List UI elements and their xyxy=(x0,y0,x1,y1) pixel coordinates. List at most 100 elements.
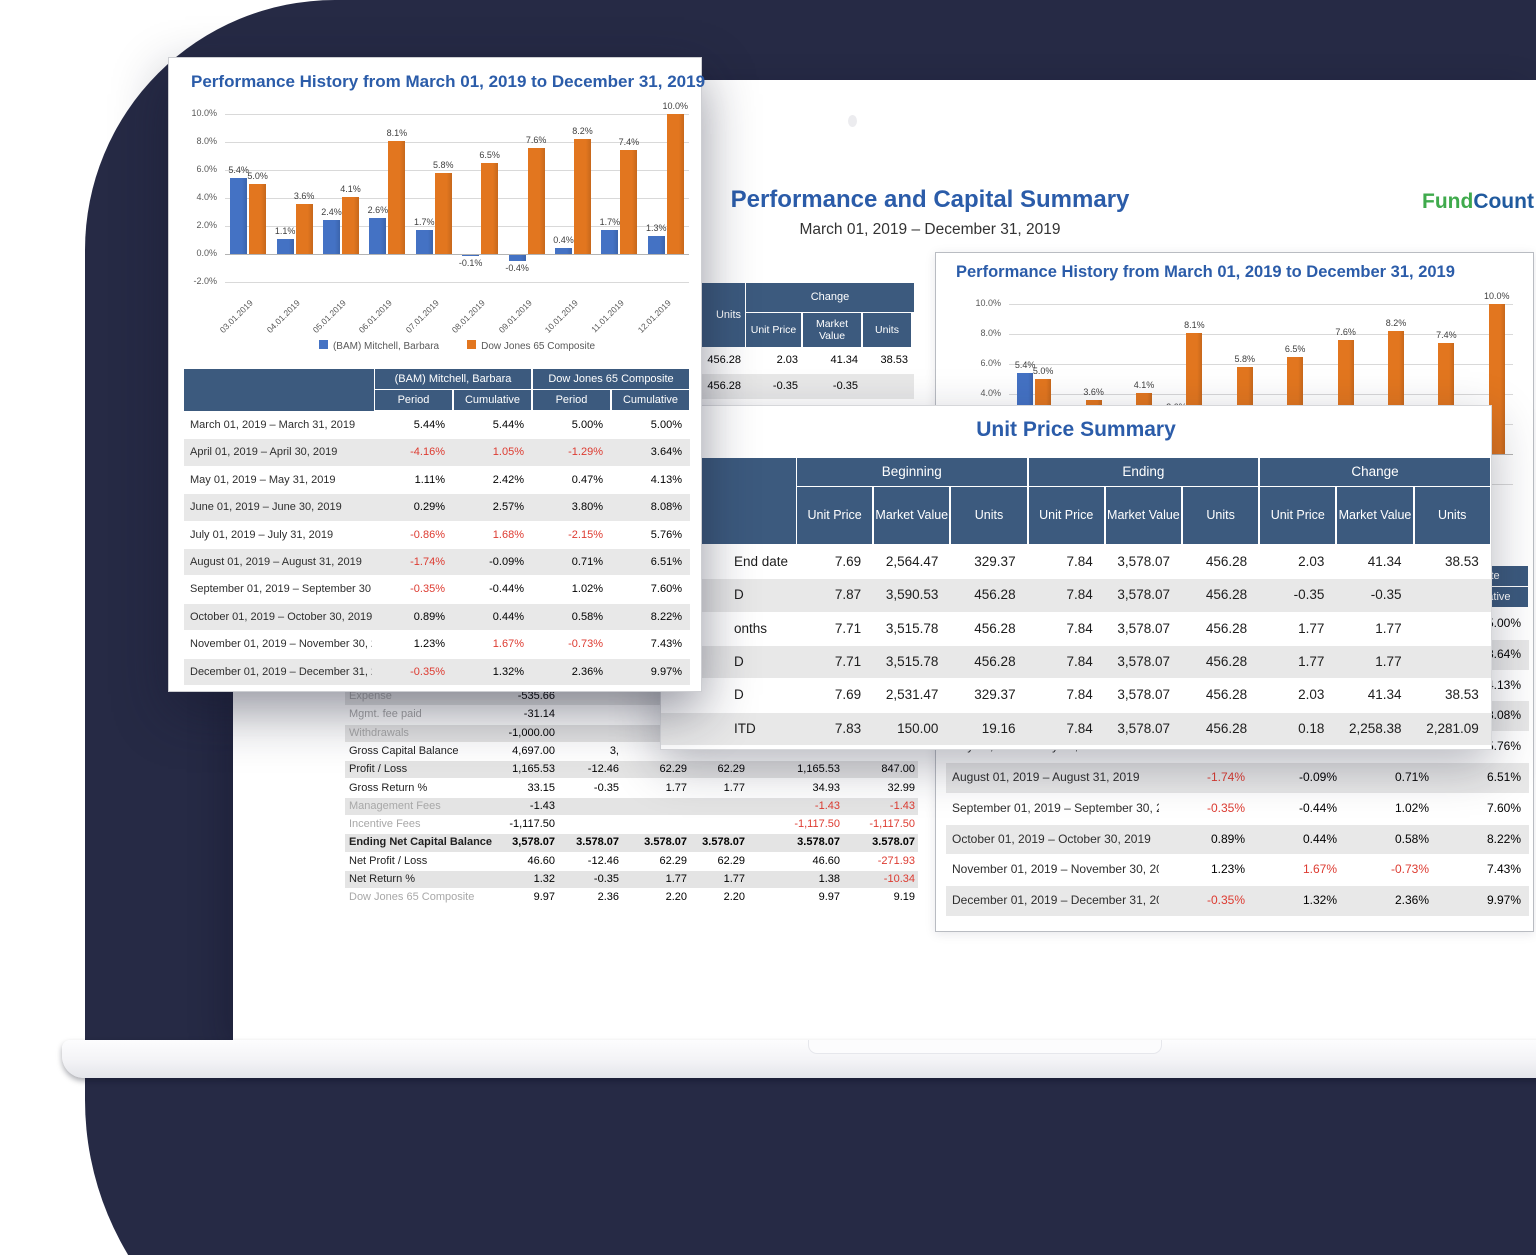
row-value: 5.44% xyxy=(413,419,445,431)
row-value: 0.89% xyxy=(1210,831,1245,846)
row-label: March 01, 2019 – March 31, 2019 xyxy=(190,419,356,431)
chart-gridline xyxy=(225,282,689,283)
legend-item: Dow Jones 65 Composite xyxy=(467,340,595,352)
row-value: 3,578.07 xyxy=(512,836,555,849)
bar xyxy=(415,230,433,254)
row-value: -0.35% xyxy=(410,583,445,596)
bar-value-label: 2.6% xyxy=(367,204,389,215)
row-value: 7.84 xyxy=(1066,587,1093,603)
row-value: 2.36% xyxy=(571,665,603,678)
row-value: 1.77 xyxy=(1298,653,1325,669)
row-value: 1,165.53 xyxy=(512,763,555,776)
row-value: 2.20 xyxy=(665,891,687,904)
chart-gridline xyxy=(1009,304,1513,305)
row-value: 1.38 xyxy=(818,873,840,885)
row-value: -2.15% xyxy=(568,528,603,541)
table-row: May 01, 2019 – May 31, 2019 1.11% 2.42% 0.4… xyxy=(184,467,690,493)
table-sub-header: Period xyxy=(533,390,610,410)
row-value: 1.23% xyxy=(1210,862,1245,877)
bar xyxy=(527,147,545,254)
table-group-header: Change xyxy=(746,283,914,312)
row-label: ITD xyxy=(734,720,756,736)
bar-value-label: 1.1% xyxy=(274,225,296,236)
row-value xyxy=(1414,613,1479,645)
row-value xyxy=(622,816,687,833)
table-group-header: Ending xyxy=(1028,458,1259,486)
table-sub-header: Cumulative xyxy=(612,390,689,410)
row-value: 9.19 xyxy=(893,891,915,904)
table-row: Ending Net Capital Balance 3,578.07 3.578.… xyxy=(345,834,918,852)
row-value: -0.09% xyxy=(1298,770,1337,784)
performance-table-left: (BAM) Mitchell, Barbara Dow Jones 65 Comp… xyxy=(169,58,701,691)
y-axis-tick: 8.0% xyxy=(980,328,1001,338)
row-value: 2.57% xyxy=(492,501,524,514)
row-value: -1.43 xyxy=(814,799,840,812)
row-value: 150.00 xyxy=(897,720,939,736)
row-value: 9.97 xyxy=(533,891,555,904)
row-value: 1.77 xyxy=(1375,620,1402,636)
row-value: 3,515.78 xyxy=(885,620,939,636)
table-row: December 01, 2019 – December 31, 2019 -0.… xyxy=(946,886,1529,916)
row-value: 3.64% xyxy=(650,446,682,459)
row-value: 5.44% xyxy=(492,419,524,431)
bar xyxy=(323,220,340,254)
row-value: -1,117.50 xyxy=(869,818,915,831)
row-value: 456.28 xyxy=(707,380,741,392)
row-value: 8.08% xyxy=(650,501,682,514)
table-row: Gross Return % 33.15 -0.35 1.77 1.77 34.93 32.… xyxy=(345,780,918,797)
bar xyxy=(601,230,619,254)
row-value: 4,697.00 xyxy=(512,744,555,757)
unit-price-table: Beginning Ending Change Unit Price Market Va… xyxy=(661,458,1491,749)
row-value: 7.69 xyxy=(834,687,862,703)
row-value: 847.00 xyxy=(881,763,915,776)
row-value: 3,578.07 xyxy=(1117,720,1170,736)
row-label: Net Profit / Loss xyxy=(349,854,428,867)
row-value xyxy=(690,798,745,815)
table-row: September 01, 2019 – September 30, 2019 -… xyxy=(184,576,690,602)
bar xyxy=(434,172,452,254)
row-value: -1,000.00 xyxy=(508,726,555,739)
row-label: Net Return % xyxy=(349,873,416,885)
row-label: December 01, 2019 – December 31, 2019 xyxy=(952,893,1159,908)
row-value: -10.34 xyxy=(883,873,915,885)
table-row: ITD 7.83 150.00 19.16 7.84 3,578.07 456.28 0.18… xyxy=(661,712,1491,745)
bar xyxy=(249,184,267,254)
row-value: 62.29 xyxy=(717,763,745,776)
row-value: 41.34 xyxy=(1367,554,1402,569)
row-value: -0.86% xyxy=(410,528,445,541)
row-value: 2,258.38 xyxy=(1349,720,1402,736)
bar-value-label: 7.6% xyxy=(1335,327,1356,337)
row-value: -1.74% xyxy=(410,556,445,568)
row-value: 2.03 xyxy=(1298,554,1325,569)
row-value: -0.35 xyxy=(1293,587,1325,603)
row-value: 6.51% xyxy=(650,556,682,568)
row-value: 9.97 xyxy=(818,891,840,904)
bar xyxy=(295,203,313,254)
table-row: 456.28 2.03 41.34 38.53 xyxy=(640,348,914,373)
bar-value-label: 8.1% xyxy=(386,127,408,138)
row-value: 1.77 xyxy=(1375,653,1402,669)
row-value: 3,515.78 xyxy=(885,653,939,669)
table-sub-header: Market Value xyxy=(874,487,950,544)
table-row: October 01, 2019 – October 30, 2019 0.89%… xyxy=(946,824,1529,855)
unit-price-title: Unit Price Summary xyxy=(976,418,1176,441)
row-label: August 01, 2019 – August 31, 2019 xyxy=(952,770,1140,784)
table-row: November 01, 2019 – November 30, 2019 1.2… xyxy=(946,855,1529,885)
row-value xyxy=(622,798,687,815)
row-value: 2.03 xyxy=(1298,687,1325,703)
row-value: -31.14 xyxy=(523,708,555,721)
bar xyxy=(230,178,248,254)
bar-value-label: 5.0% xyxy=(247,171,268,181)
bar-value-label: 8.2% xyxy=(1385,318,1407,328)
y-axis-tick: 4.0% xyxy=(196,192,217,202)
table-row: Gross Capital Balance 4,697.00 3, xyxy=(345,743,918,760)
bar xyxy=(481,163,499,254)
row-label: onths xyxy=(734,620,768,636)
bar xyxy=(1488,304,1505,454)
row-value: 9.97% xyxy=(1486,893,1521,908)
table-row: Net Return % 1.32 -0.35 1.77 1.77 1.38 -10.34 xyxy=(345,871,918,889)
row-value: 7.60% xyxy=(1486,800,1521,815)
bar-value-label: 4.1% xyxy=(1133,379,1155,390)
table-row: D 7.87 3,590.53 456.28 7.84 3,578.07 456.28 -0.… xyxy=(661,579,1491,612)
